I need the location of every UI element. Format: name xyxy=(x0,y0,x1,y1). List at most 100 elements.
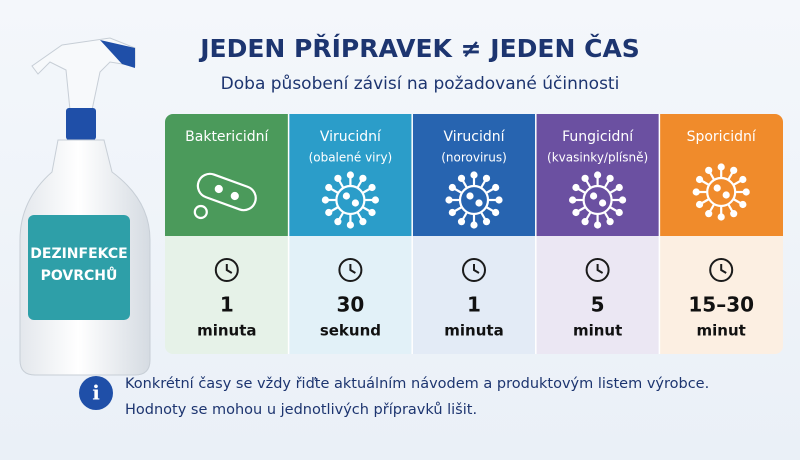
column-header xyxy=(165,114,289,236)
virus-spike-tip xyxy=(593,171,602,179)
time-value: 1 xyxy=(220,293,234,317)
info-icon xyxy=(79,376,113,410)
virus-spike-tip xyxy=(730,166,738,174)
column-body xyxy=(288,236,413,354)
time-value: 5 xyxy=(591,293,605,317)
virus-spike-tip xyxy=(359,174,367,182)
virus-spike-tip xyxy=(457,218,466,226)
virus-spike-tip xyxy=(448,208,456,217)
virus-dot xyxy=(466,192,474,200)
time-unit: minuta xyxy=(197,322,256,340)
table: Baktericidní 1 minuta Virucidní (obalené vir… xyxy=(165,114,783,354)
virus-dot xyxy=(351,199,359,207)
virus-spike-tip xyxy=(730,210,738,218)
virus-spike-tip xyxy=(695,200,704,209)
time-unit: sekund xyxy=(320,322,381,340)
virus-spike-tip xyxy=(371,196,379,204)
virus-spike-tip xyxy=(482,218,491,226)
virus-spike-tip xyxy=(606,218,614,226)
column-body xyxy=(659,236,783,354)
clock-face xyxy=(214,258,239,282)
column-body xyxy=(165,236,289,354)
virus-spike-tip xyxy=(615,183,623,192)
column-body xyxy=(412,236,536,354)
microbe-icon xyxy=(692,163,750,221)
clock-face xyxy=(585,258,610,282)
virus-spike-tip xyxy=(492,183,500,192)
virus-spike-tip xyxy=(334,174,342,182)
bacteria-dot xyxy=(230,191,239,201)
column-body xyxy=(535,236,660,354)
virus-spike-tip xyxy=(457,174,466,182)
clock-face xyxy=(709,258,734,282)
virus-dot xyxy=(598,199,607,207)
clock-icon xyxy=(585,258,610,282)
virus-spike-tip xyxy=(346,221,354,229)
virus-spike-tip xyxy=(568,196,577,204)
clock-hands xyxy=(596,264,604,274)
note-line: Hodnoty se mohou u jednotlivých přípravk… xyxy=(125,402,477,418)
clock-hands xyxy=(225,264,233,274)
clock-icon xyxy=(462,258,486,282)
clock-icon xyxy=(709,258,734,282)
virus-spike-tip xyxy=(482,174,491,182)
virus-spike-tip xyxy=(346,171,354,179)
virus-spike-tip xyxy=(705,210,713,218)
virus-spike-tip xyxy=(470,221,478,229)
clock-hands xyxy=(473,264,480,274)
virus-spike-tip xyxy=(368,208,376,217)
title: JEDEN PŘÍPRAVEK ≠ JEDEN ČAS xyxy=(198,33,640,63)
virus-spike-tip xyxy=(739,200,747,209)
info-glyph: i xyxy=(92,381,100,405)
virus-spike-tip xyxy=(445,196,453,204)
virus-spike-tip xyxy=(615,208,623,217)
virus-spike-tip xyxy=(695,175,704,184)
column-subname: (obalené viry) xyxy=(309,151,393,165)
time-unit: minut xyxy=(697,322,746,340)
clock-hands xyxy=(349,264,356,274)
virus-dot xyxy=(722,191,730,199)
virus-spike-tip xyxy=(572,183,580,192)
column-name: Fungicidní xyxy=(562,129,634,145)
time-unit: minut xyxy=(573,322,622,340)
clock-icon xyxy=(338,258,363,282)
virus-spike-tip xyxy=(581,218,589,226)
time-value: 1 xyxy=(467,293,481,317)
microbe-icon xyxy=(321,171,379,229)
virus-spike-tip xyxy=(739,175,747,184)
virus-spike-tip xyxy=(572,208,580,217)
column-subname: (norovirus) xyxy=(441,151,507,165)
virus-spike-tip xyxy=(692,188,700,196)
clock-hands xyxy=(720,264,727,274)
microbe-icon xyxy=(568,171,627,229)
virus-spike-tip xyxy=(618,196,627,204)
bacteria-dot xyxy=(214,184,223,194)
virus-spike-tip xyxy=(717,213,725,221)
time-value: 30 xyxy=(336,293,364,317)
virus-dot xyxy=(713,184,721,192)
virus-spike-tip xyxy=(325,208,333,217)
note-line: Konkrétní časy se vždy řiďte aktuálním n… xyxy=(125,376,709,392)
virus-spike-tip xyxy=(581,174,589,182)
clock-face xyxy=(338,258,363,282)
bacteria-small xyxy=(193,204,208,220)
column-name: Virucidní xyxy=(443,129,505,145)
virus-spike-tip xyxy=(448,183,456,192)
virus-spike-tip xyxy=(606,174,614,182)
virus-spike-tip xyxy=(359,218,367,226)
virus-dot xyxy=(342,192,350,200)
virus-spike-tip xyxy=(717,163,725,171)
column-name: Virucidní xyxy=(320,129,382,145)
virus-spike-tip xyxy=(368,183,376,192)
clock-face xyxy=(462,258,486,282)
microbe-icon xyxy=(445,171,503,229)
subtitle: Doba působení závisí na požadované účinn… xyxy=(221,74,620,94)
spray-bottle xyxy=(19,37,151,376)
time-value: 15–30 xyxy=(688,293,754,317)
virus-dot xyxy=(589,192,598,200)
bottle-label: POVRCHŮ xyxy=(41,266,118,284)
time-unit: minuta xyxy=(444,322,503,340)
column-subname: (kvasinky/plísně) xyxy=(547,151,648,165)
clock-icon xyxy=(214,258,239,282)
